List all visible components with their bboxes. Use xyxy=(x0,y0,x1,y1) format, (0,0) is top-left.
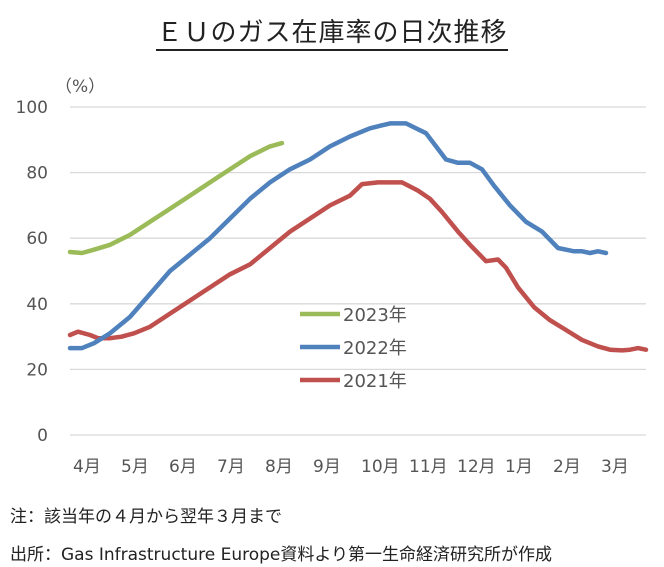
footnote: 注：該当年の４月から翌年３月まで xyxy=(10,507,282,527)
x-tick-label: 11月 xyxy=(409,457,448,477)
source-note: 出所：Gas Infrastructure Europe資料より第一生命経済研究… xyxy=(10,545,553,565)
line-chart: 0 20 40 60 80 100 （%） 4月 5月 6月 7月 8月 9月 10月 11月 12月 1月 2月… xyxy=(16,77,649,477)
x-tick-label: 6月 xyxy=(169,457,197,477)
chart-title: ＥＵのガス在庫率の日次推移 xyxy=(0,12,664,51)
legend-label: 2022年 xyxy=(343,338,407,359)
x-tick-label: 12月 xyxy=(457,457,496,477)
x-tick-label: 5月 xyxy=(121,457,149,477)
y-tick-label: 0 xyxy=(37,426,48,446)
x-tick-label: 3月 xyxy=(601,457,629,477)
x-tick-label: 7月 xyxy=(217,457,245,477)
legend-label: 2021年 xyxy=(343,371,407,392)
y-tick-label: 60 xyxy=(26,229,48,249)
x-tick-label: 4月 xyxy=(73,457,101,477)
x-tick-label: 10月 xyxy=(361,457,400,477)
x-tick-label: 9月 xyxy=(313,457,341,477)
series-line-2023年 xyxy=(67,140,285,256)
series-line-2021年 xyxy=(67,180,649,353)
legend-label: 2023年 xyxy=(343,305,407,326)
grid-lines xyxy=(70,106,646,436)
x-tick-label: 1月 xyxy=(505,457,533,477)
axis-labels: 0 20 40 60 80 100 （%） 4月 5月 6月 7月 8月 9月 10月 11月 12月 1月 2月… xyxy=(16,77,629,477)
y-tick-label: 80 xyxy=(26,164,48,184)
legend: 2023年 2022年 2021年 xyxy=(300,305,407,392)
series-line-2022年 xyxy=(67,121,609,351)
x-tick-label: 2月 xyxy=(553,457,581,477)
x-tick-label: 8月 xyxy=(265,457,293,477)
y-tick-label: 20 xyxy=(26,360,48,380)
y-tick-label: 40 xyxy=(26,295,48,315)
series-lines xyxy=(67,121,649,353)
y-tick-label: 100 xyxy=(16,98,48,118)
y-unit-label: （%） xyxy=(55,77,105,97)
